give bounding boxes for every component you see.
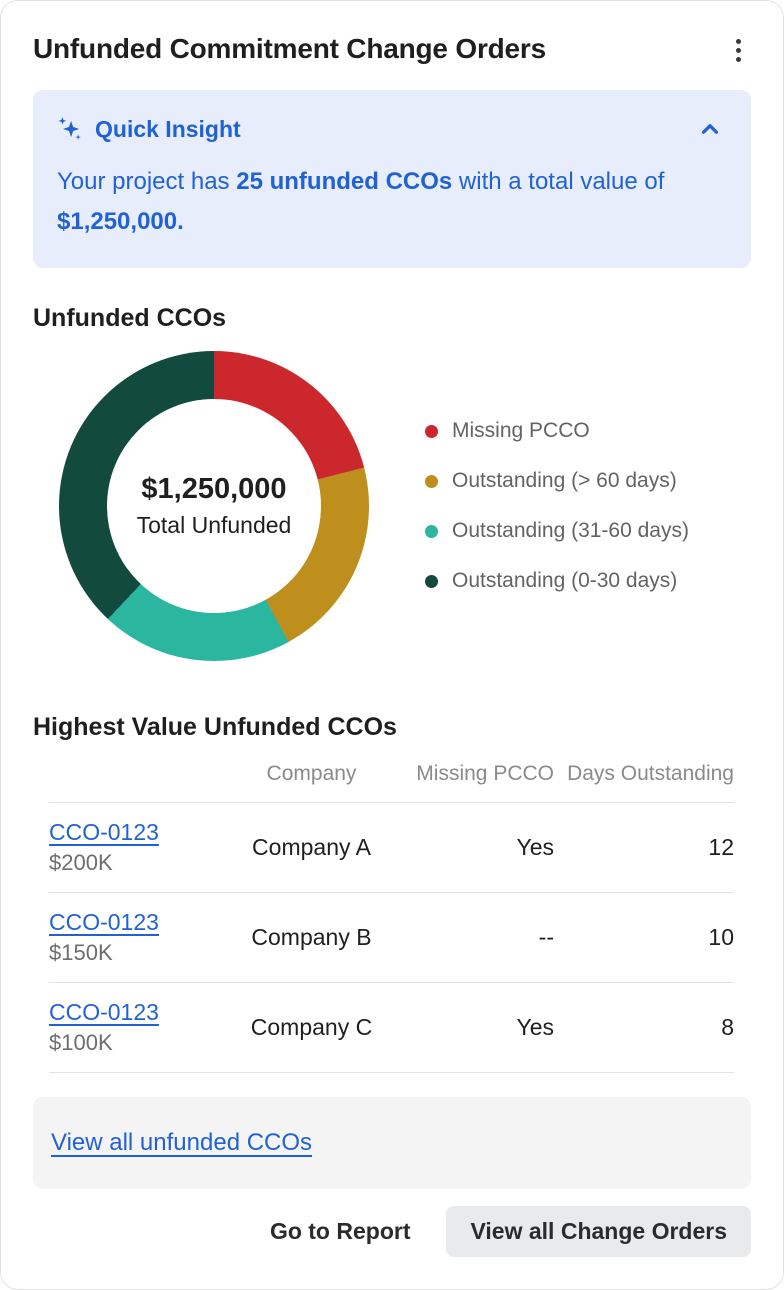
quick-insight-label: Quick Insight	[95, 115, 241, 142]
legend-dot	[425, 424, 438, 438]
kebab-dot	[736, 39, 741, 44]
kebab-dot	[736, 48, 741, 53]
legend-label: Outstanding (> 60 days)	[452, 469, 677, 492]
insight-cco-count: 25 unfunded CCOs	[236, 168, 453, 195]
chevron-up-icon	[697, 116, 723, 142]
cco-value: $200K	[49, 850, 113, 876]
table-section-heading: Highest Value Unfunded CCOs	[33, 713, 397, 741]
legend-dot	[425, 474, 438, 488]
donut-chart-wrap: $1,250,000 Total Unfunded	[59, 351, 369, 661]
donut-total-value: $1,250,000	[141, 473, 287, 505]
legend-item: Outstanding (0-30 days)	[425, 569, 689, 593]
missing-pcco-cell: Yes	[516, 834, 554, 861]
insight-total-value: $1,250,000.	[57, 208, 184, 235]
days-outstanding-cell: 12	[708, 834, 734, 861]
cco-link[interactable]: CCO-0123	[49, 819, 159, 846]
cco-link[interactable]: CCO-0123	[49, 909, 159, 936]
legend-label: Missing PCCO	[452, 419, 590, 442]
chart-section-heading: Unfunded CCOs	[33, 304, 227, 332]
card-header: Unfunded Commitment Change Orders	[33, 33, 751, 68]
missing-pcco-cell: --	[538, 924, 554, 951]
days-outstanding-cell: 8	[721, 1014, 734, 1041]
legend-dot	[425, 524, 438, 538]
view-all-unfunded-ccos-link[interactable]: View all unfunded CCOs	[51, 1129, 313, 1157]
legend-dot	[425, 574, 438, 588]
page-title: Unfunded Commitment Change Orders	[33, 33, 546, 64]
card-footer: Go to Report View all Change Orders	[33, 1206, 751, 1257]
cco-value: $100K	[49, 1030, 113, 1056]
missing-pcco-cell: Yes	[516, 1014, 554, 1041]
company-cell: Company C	[250, 1014, 373, 1041]
quick-insight-banner: Quick Insight Your project has 25 unfund…	[33, 90, 751, 268]
view-all-box: View all unfunded CCOs	[33, 1097, 751, 1190]
donut-total-label: Total Unfunded	[136, 512, 292, 538]
cco-id-cell: CCO-0123 $200K	[49, 819, 219, 876]
cco-table: Company Missing PCCO Days Outstanding CC…	[49, 760, 734, 1074]
days-outstanding-cell: 10	[708, 924, 734, 951]
legend-item: Missing PCCO	[425, 419, 689, 443]
cco-id-cell: CCO-0123 $100K	[49, 999, 219, 1056]
quick-insight-text: Your project has 25 unfunded CCOs with a…	[57, 168, 665, 235]
column-header-days-outstanding: Days Outstanding	[567, 762, 734, 785]
column-header-company: Company	[266, 762, 357, 785]
cco-link[interactable]: CCO-0123	[49, 999, 159, 1026]
table-row: CCO-0123 $200K Company A Yes 12	[49, 803, 734, 894]
view-all-change-orders-button[interactable]: View all Change Orders	[446, 1206, 751, 1257]
legend-label: Outstanding (31-60 days)	[452, 519, 689, 542]
table-row: CCO-0123 $100K Company C Yes 8	[49, 983, 734, 1074]
kebab-menu-button[interactable]	[726, 33, 751, 68]
company-cell: Company A	[252, 834, 371, 861]
kebab-dot	[736, 57, 741, 62]
company-cell: Company B	[251, 924, 372, 951]
go-to-report-button[interactable]: Go to Report	[269, 1218, 411, 1244]
cco-value: $150K	[49, 940, 113, 966]
legend-item: Outstanding (> 60 days)	[425, 469, 689, 493]
table-header-row: Company Missing PCCO Days Outstanding	[49, 760, 734, 804]
column-header-missing-pcco: Missing PCCO	[416, 762, 554, 785]
chart-legend: Missing PCCO Outstanding (> 60 days) Out…	[425, 419, 689, 593]
table-row: CCO-0123 $150K Company B -- 10	[49, 893, 734, 984]
sparkles-icon	[57, 116, 83, 142]
legend-item: Outstanding (31-60 days)	[425, 519, 689, 543]
legend-label: Outstanding (0-30 days)	[452, 569, 678, 592]
chart-row: $1,250,000 Total Unfunded Missing PCCO O…	[33, 351, 751, 661]
collapse-insight-button[interactable]	[693, 112, 727, 146]
donut-center: $1,250,000 Total Unfunded	[107, 399, 321, 613]
cco-id-cell: CCO-0123 $150K	[49, 909, 219, 966]
